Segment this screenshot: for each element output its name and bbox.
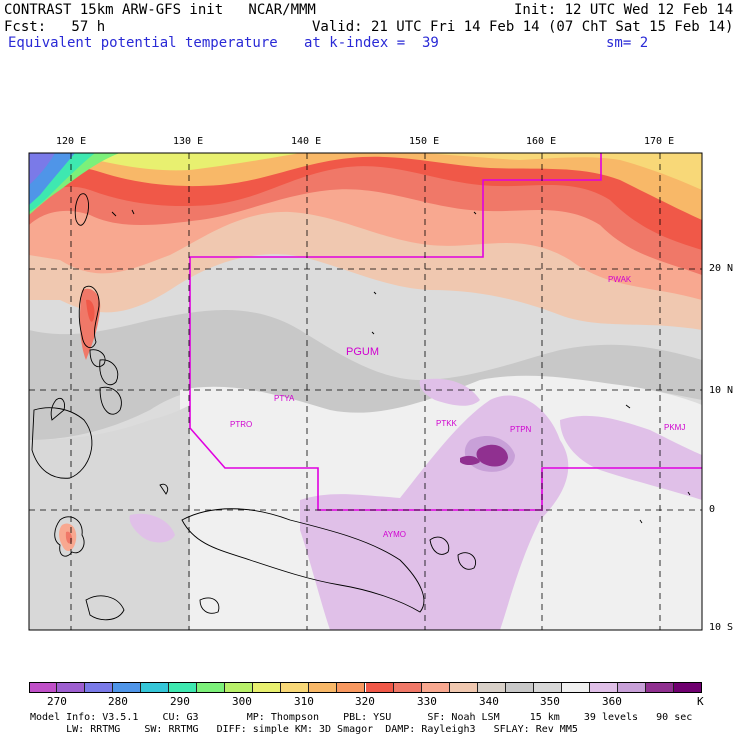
station-ptkk: PTKK	[436, 419, 458, 428]
colorbar-swatch	[449, 682, 478, 693]
lon-label-120e: 120 E	[56, 136, 87, 147]
colorbar-swatch	[337, 682, 366, 693]
station-pkmj: PKMJ	[664, 423, 685, 432]
colorbar-swatch	[477, 682, 506, 693]
lon-label-170e: 170 E	[644, 136, 675, 147]
colorbar-swatch	[365, 682, 394, 693]
colorbar-tick: 280	[108, 695, 128, 708]
lat-label-10s: 10 S	[709, 622, 734, 633]
colorbar-swatch	[57, 682, 86, 693]
station-aymo: AYMO	[383, 530, 406, 539]
model-title: CONTRAST 15km ARW-GFS init NCAR/MMM	[4, 2, 316, 18]
colorbar-swatch	[533, 682, 562, 693]
map-canvas: PGUM PTYA PTRO PTKK PTPN PKMJ PWAK AYMO	[28, 152, 703, 631]
model-info-line2: LW: RRTMG SW: RRTMG DIFF: simple KM: 3D …	[30, 724, 578, 735]
colorbar-swatch	[141, 682, 170, 693]
station-labels: PGUM PTYA PTRO PTKK PTPN PKMJ PWAK AYMO	[230, 275, 685, 539]
lon-label-150e: 150 E	[409, 136, 440, 147]
colorbar-swatch	[225, 682, 254, 693]
nest-boundary	[189, 153, 702, 511]
colorbar-swatch	[393, 682, 422, 693]
lat-label-0: 0	[709, 504, 716, 515]
colorbar-swatch	[645, 682, 674, 693]
colorbar-swatch	[309, 682, 338, 693]
init-time: Init: 12 UTC Wed 12 Feb 14	[514, 2, 734, 18]
colorbar-swatch	[113, 682, 142, 693]
model-info-line1: Model Info: V3.5.1 CU: G3 MP: Thompson P…	[30, 712, 693, 723]
colorbar-swatch	[589, 682, 618, 693]
station-ptro: PTRO	[230, 420, 252, 429]
forecast-hour: Fcst: 57 h	[4, 19, 106, 35]
colorbar-swatch	[29, 682, 58, 693]
valid-time: Valid: 21 UTC Fri 14 Feb 14 (07 ChT Sat …	[312, 19, 734, 35]
colorbar-tick: 340	[479, 695, 499, 708]
colorbar-swatch	[281, 682, 310, 693]
colorbar-tick: 300	[232, 695, 252, 708]
colorbar-swatch	[617, 682, 646, 693]
colorbar-tick: 330	[417, 695, 437, 708]
colorbar-tick: 310	[294, 695, 314, 708]
colorbar-tick: 320	[355, 695, 375, 708]
station-pgum: PGUM	[346, 346, 379, 358]
station-ptpn: PTPN	[510, 425, 532, 434]
graticule	[29, 153, 702, 630]
colorbar-swatch	[505, 682, 534, 693]
colorbar-outline	[29, 682, 702, 693]
station-pwak: PWAK	[608, 275, 632, 284]
colorbar-tick: 290	[170, 695, 190, 708]
colorbar-swatch	[561, 682, 590, 693]
colorbar-swatch	[197, 682, 226, 693]
coastlines	[31, 193, 691, 621]
lon-label-130e: 130 E	[173, 136, 204, 147]
colorbar-swatch	[421, 682, 450, 693]
smoothing-value: sm= 2	[606, 35, 649, 51]
lon-label-160e: 160 E	[526, 136, 557, 147]
colorbar-tick: 270	[47, 695, 67, 708]
colorbar-swatch	[253, 682, 282, 693]
colorbar-unit: K	[697, 695, 704, 708]
colorbar-swatch	[169, 682, 198, 693]
station-ptya: PTYA	[274, 394, 295, 403]
lon-label-140e: 140 E	[291, 136, 322, 147]
colorbar-swatch	[85, 682, 114, 693]
colorbar-tick: 360	[602, 695, 622, 708]
level-index: at k-index = 39	[304, 35, 439, 51]
field-name: Equivalent potential temperature	[8, 35, 278, 51]
map-frame	[28, 152, 703, 631]
theta-e-field	[29, 153, 702, 630]
colorbar-tick: 350	[540, 695, 560, 708]
lat-label-20n: 20 N	[709, 263, 734, 274]
lat-label-10n: 10 N	[709, 385, 734, 396]
